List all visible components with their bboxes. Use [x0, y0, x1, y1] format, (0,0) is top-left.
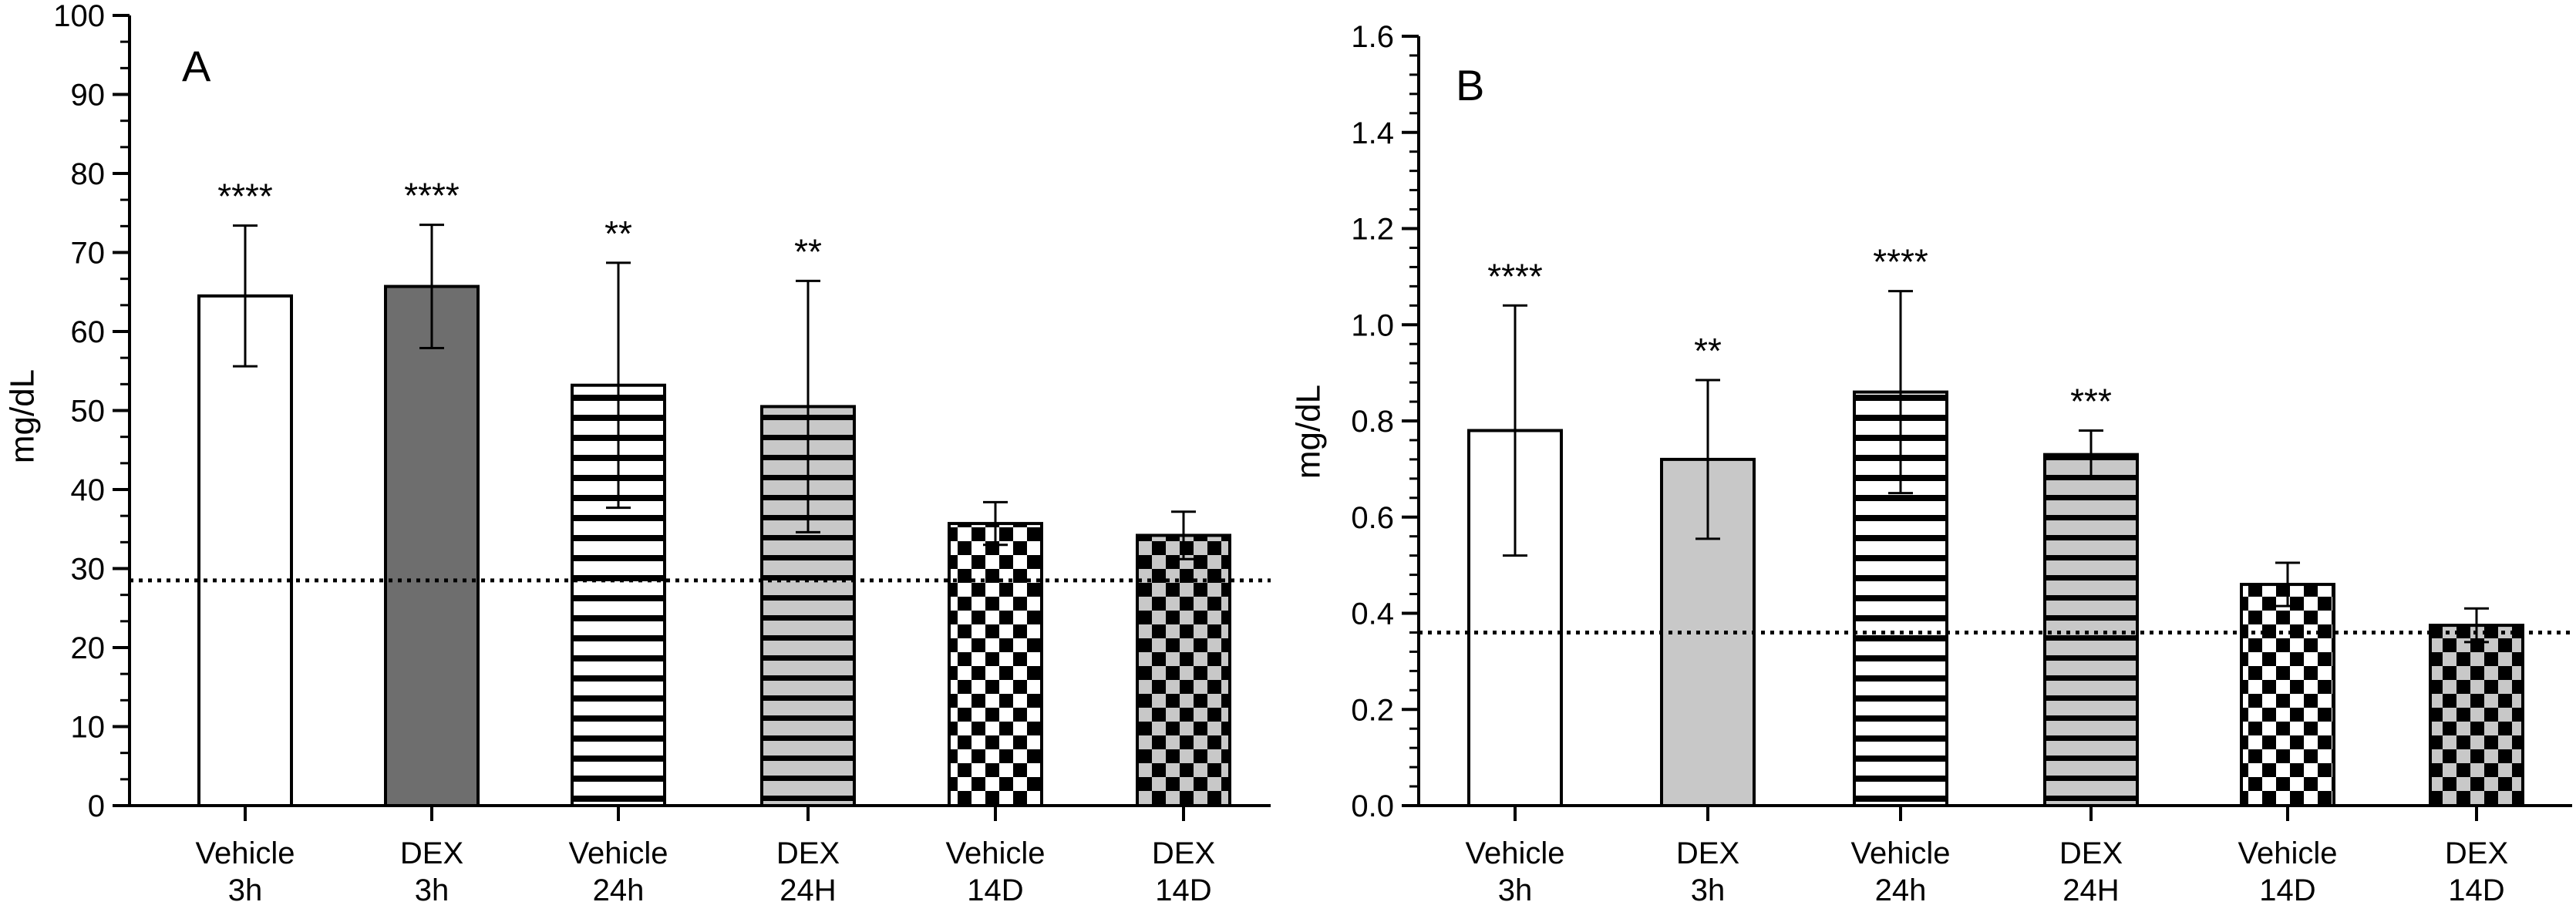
y-tick-label: 50 [71, 395, 106, 429]
category-sublabel: 24h [1875, 873, 1927, 907]
significance-marker: **** [1487, 256, 1543, 296]
significance-marker: ** [794, 231, 822, 271]
bar [948, 522, 1043, 807]
error-bar [1888, 290, 1913, 495]
error-bar [2275, 561, 2300, 607]
y-axis-title: mg/dL [1290, 385, 1328, 479]
category-label: DEX [1152, 836, 1215, 870]
bar [2043, 453, 2139, 807]
error-bar [796, 279, 820, 533]
bar [2240, 583, 2335, 807]
error-bar [2079, 429, 2103, 480]
error-bar [233, 224, 258, 368]
category-sublabel: 14D [1155, 873, 1211, 907]
y-tick-label: 0.2 [1351, 693, 1394, 727]
significance-marker: **** [1873, 242, 1928, 282]
category-label: Vehicle [946, 836, 1046, 870]
bar [1136, 533, 1231, 807]
category-label: DEX [2445, 836, 2508, 870]
category-sublabel: 14D [2448, 873, 2504, 907]
error-bar [1171, 510, 1196, 560]
error-bar [2464, 607, 2489, 644]
panel-label: B [1456, 61, 1484, 109]
category-label: Vehicle [569, 836, 668, 870]
significance-marker: **** [404, 176, 460, 216]
y-tick-label: 0.8 [1351, 405, 1394, 439]
y-tick-label: 90 [71, 79, 106, 113]
category-sublabel: 24h [593, 873, 645, 907]
y-tick-label: 1.0 [1351, 308, 1394, 342]
y-tick-label: 0 [88, 789, 105, 823]
bar [384, 284, 480, 807]
category-sublabel: 3h [228, 873, 263, 907]
error-bar [606, 261, 631, 510]
y-tick-label: 100 [53, 0, 105, 33]
category-sublabel: 3h [1691, 873, 1726, 907]
error-bar [1695, 379, 1720, 540]
significance-marker: ** [1694, 331, 1722, 371]
category-label: DEX [400, 836, 463, 870]
y-axis-title: mg/dL [4, 369, 42, 463]
error-bar [1503, 304, 1527, 557]
category-label: Vehicle [1851, 836, 1951, 870]
category-sublabel: 14D [2259, 873, 2315, 907]
category-label: DEX [1676, 836, 1739, 870]
y-tick-label: 1.6 [1351, 20, 1394, 54]
category-sublabel: 14D [967, 873, 1023, 907]
category-label: Vehicle [2238, 836, 2338, 870]
panel-a: 0102030405060708090100****Vehicle3h****D… [4, 0, 1271, 907]
y-tick-label: 1.2 [1351, 213, 1394, 247]
category-sublabel: 3h [1498, 873, 1533, 907]
bar [197, 294, 293, 807]
significance-marker: ** [604, 214, 632, 254]
y-tick-label: 70 [71, 237, 106, 271]
y-tick-label: 20 [71, 631, 106, 665]
y-tick-label: 1.4 [1351, 116, 1394, 150]
y-tick-label: 0.0 [1351, 789, 1394, 823]
error-bar [419, 224, 444, 350]
category-label: DEX [776, 836, 840, 870]
category-sublabel: 3h [415, 873, 450, 907]
y-tick-label: 30 [71, 553, 106, 587]
panel-label: A [182, 42, 211, 90]
y-tick-label: 10 [71, 711, 106, 745]
y-tick-label: 40 [71, 473, 106, 507]
category-label: Vehicle [196, 836, 295, 870]
y-tick-label: 80 [71, 157, 106, 191]
significance-marker: *** [2070, 381, 2112, 421]
error-bar [983, 500, 1008, 547]
y-tick-label: 60 [71, 315, 106, 349]
significance-marker: **** [217, 177, 273, 217]
category-label: DEX [2059, 836, 2123, 870]
category-sublabel: 24H [2062, 873, 2119, 907]
y-tick-label: 0.6 [1351, 501, 1394, 535]
panel-b: 0.00.20.40.60.81.01.21.41.6****Vehicle3h… [1290, 20, 2572, 907]
y-tick-label: 0.4 [1351, 597, 1394, 631]
category-label: Vehicle [1466, 836, 1565, 870]
bar [2429, 624, 2524, 807]
category-sublabel: 24H [780, 873, 836, 907]
